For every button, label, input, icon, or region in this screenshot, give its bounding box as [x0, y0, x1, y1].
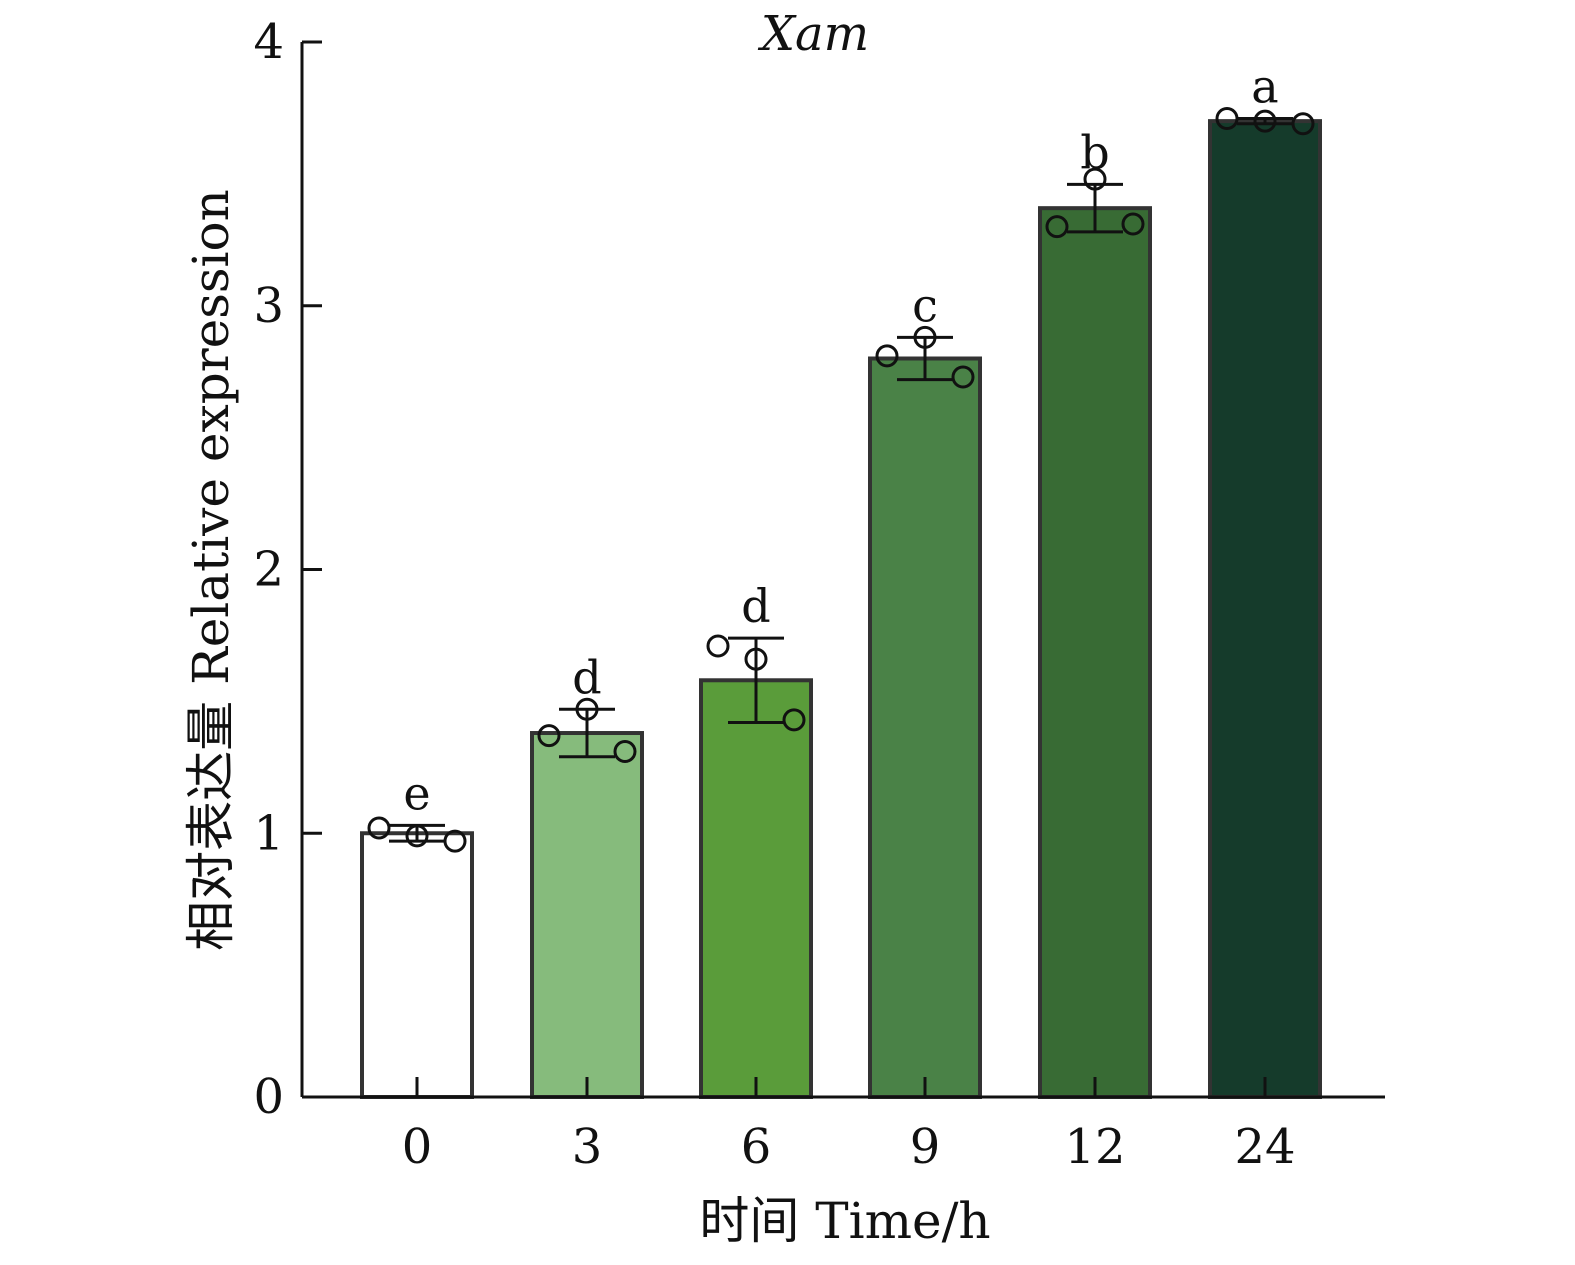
- significance-label-6: d: [741, 579, 770, 633]
- data-point: [1215, 106, 1239, 130]
- data-point: [782, 708, 806, 732]
- data-point: [1121, 212, 1145, 236]
- data-point: [1291, 112, 1315, 136]
- data-point: [744, 647, 768, 671]
- y-tick-label: 3: [253, 278, 284, 334]
- y-tick-label: 2: [253, 542, 284, 598]
- significance-label-0: e: [403, 766, 430, 820]
- bar-12: [1038, 206, 1152, 1100]
- data-point: [443, 829, 467, 853]
- bar-3: [530, 731, 644, 1100]
- bar-6: [699, 678, 813, 1100]
- x-tick-label: 12: [1064, 1119, 1125, 1175]
- data-point: [1253, 109, 1277, 133]
- x-axis-label: 时间 Time/h: [699, 1192, 990, 1250]
- y-tick-label: 0: [253, 1069, 284, 1125]
- significance-label-24: a: [1251, 59, 1278, 113]
- data-point: [875, 344, 899, 368]
- bar-9: [868, 356, 982, 1099]
- chart-title: Xam: [757, 6, 869, 62]
- data-point: [405, 824, 429, 848]
- data-point: [951, 365, 975, 389]
- bar-24: [1208, 119, 1322, 1099]
- data-point: [613, 739, 637, 763]
- significance-label-12: b: [1080, 125, 1109, 179]
- data-point: [1083, 167, 1107, 191]
- x-tick-label: 6: [741, 1119, 772, 1175]
- x-tick-label: 9: [910, 1119, 941, 1175]
- y-axis-label: 相对表达量 Relative expression: [182, 189, 240, 951]
- bar-0: [360, 831, 474, 1099]
- y-tick-label: 4: [253, 14, 284, 70]
- data-point: [537, 724, 561, 748]
- y-tick-label: 1: [253, 805, 284, 861]
- data-point: [913, 325, 937, 349]
- x-tick-label: 0: [402, 1119, 433, 1175]
- data-point: [367, 816, 391, 840]
- significance-label-9: c: [912, 278, 938, 332]
- data-point: [575, 697, 599, 721]
- significance-label-3: d: [572, 650, 601, 704]
- data-point: [1045, 215, 1069, 239]
- data-point: [706, 634, 730, 658]
- x-tick-label: 24: [1234, 1119, 1295, 1175]
- x-tick-label: 3: [572, 1119, 603, 1175]
